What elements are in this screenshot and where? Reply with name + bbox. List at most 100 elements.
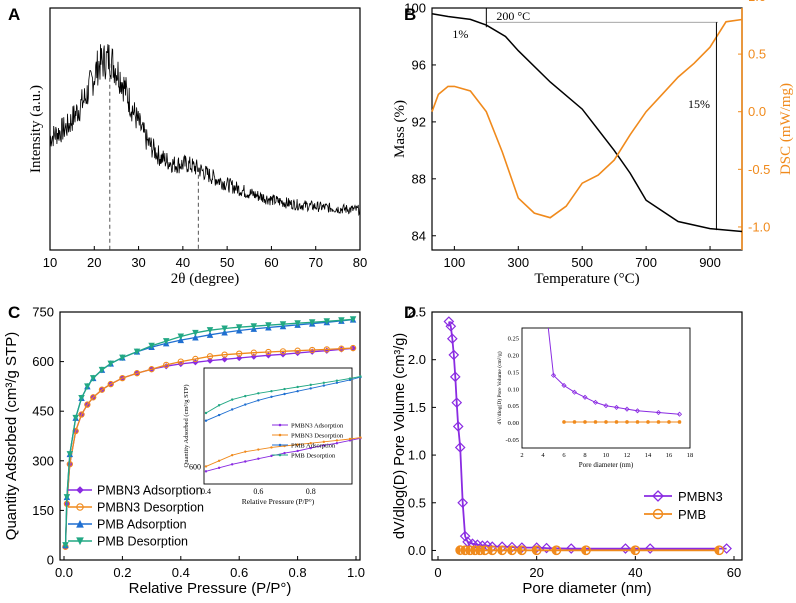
isotherm-point [349, 344, 357, 352]
inset-d-y-tick-label: 0.05 [508, 403, 519, 410]
legend-d-marker [652, 508, 664, 520]
panel-a-x-tick-label: 40 [176, 255, 190, 270]
inset-c-point [244, 403, 247, 406]
inset-c-point [359, 375, 362, 378]
pmbn3-point [541, 542, 552, 554]
legend-d-marker [652, 490, 664, 502]
inset-d-pmbn3-line [547, 327, 680, 415]
panel-d-x-tick-label: 60 [727, 565, 741, 580]
inset-c-legend-label: PMBN3 Adsorption [291, 423, 344, 430]
inset-c-point [348, 437, 352, 441]
inset-c-point [322, 440, 326, 444]
panel-c-y-tick-label: 150 [32, 503, 54, 518]
inset-c-point [270, 446, 273, 449]
pmb-point-fill [460, 546, 466, 555]
legend-d-label: PMBN3 [678, 489, 723, 504]
inset-c-point [244, 394, 247, 398]
isotherm-point [294, 347, 301, 354]
isotherm-point [76, 503, 84, 511]
inset-c-point [322, 444, 326, 447]
inset-c-xlabel: Relative Pressure (P/P°) [242, 497, 315, 506]
isotherm-point [107, 360, 114, 368]
panel-d-x-tick-label: 40 [628, 565, 642, 580]
inset-c-x-tick-label: 0.6 [253, 487, 263, 496]
panel-letter-d: D [404, 303, 416, 322]
pmbn3-point [644, 543, 656, 554]
panel-b-ylabel: Mass (%) [392, 100, 408, 158]
panel-b-x-tick-label: 100 [444, 255, 466, 270]
panel-b-x-tick-label: 700 [635, 255, 657, 270]
pmbn3-point [448, 349, 460, 361]
isotherm-point [66, 451, 74, 458]
panel-c-x-tick-label: 0.2 [113, 565, 131, 580]
inset-c-y-tick-label: 600 [189, 462, 201, 471]
inset-c-point [335, 439, 339, 442]
inset-c-legend-marker [278, 433, 282, 437]
inset-c-legend-marker [278, 453, 282, 457]
isotherm-point [72, 414, 79, 422]
inset-c-point [257, 448, 260, 451]
inset-d-y-tick-label: 0.00 [508, 420, 519, 427]
mass-curve [431, 12, 743, 233]
panel-d-y-tick-label: 0.5 [408, 495, 426, 510]
inset-d-pmb-point [625, 420, 629, 424]
inset-c-frame [203, 367, 353, 485]
panel-b-y-tick-label: 96 [412, 57, 426, 72]
panel-c-frame [59, 311, 361, 561]
isotherm-point [90, 394, 97, 401]
panel-c-x-tick-label: 0.4 [172, 565, 190, 580]
panel-d-y-tick-label: 0.0 [408, 543, 426, 558]
inset-d-xlabel: Pore diameter (nm) [579, 461, 634, 469]
inset-d-pmbn3-point [634, 408, 641, 414]
isotherm-point [338, 317, 345, 324]
isotherm-point [76, 486, 84, 494]
inset-c-point [244, 460, 247, 463]
inset-c-point [296, 390, 299, 393]
annotation-1pct: 1% [452, 27, 468, 41]
panel-c-y-tick-label: 750 [32, 305, 54, 320]
panel-a-x-tick-label: 20 [87, 255, 101, 270]
inset-c-point [309, 446, 312, 450]
inset-d-pmb-point [583, 420, 587, 424]
inset-c-legend-marker [278, 423, 282, 427]
isotherm-point [133, 370, 141, 377]
panel-a-ylabel: Intensity (a.u.) [28, 85, 44, 173]
panel-d-xlabel: Pore diameter (nm) [522, 580, 651, 597]
inset-d-pmbn3-point [550, 372, 557, 378]
inset-c-point [283, 387, 286, 391]
isotherm-point [177, 358, 184, 365]
legend-label: PMBN3 Desorption [97, 501, 204, 515]
isotherm-point [148, 342, 155, 350]
panel-a-x-tick-label: 50 [220, 255, 234, 270]
inset-c-point [296, 443, 299, 446]
inset-d-pmb-point [656, 420, 661, 424]
pmb-point-fill [507, 546, 512, 555]
inset-d-pmbn3-point [624, 406, 630, 412]
isotherm-point [177, 333, 185, 340]
inset-c-point [217, 404, 221, 407]
inset-c-point [230, 408, 234, 411]
panel-b-x-tick-label: 500 [571, 255, 593, 270]
inset-c-point [257, 392, 260, 395]
panel-a-x-tick-label: 80 [353, 255, 367, 270]
panel-a-frame [49, 7, 361, 251]
inset-c-legend-label: PMB Desorption [291, 453, 336, 460]
pmb-point-fill [488, 546, 493, 555]
legend-label: PMB Adsorption [97, 518, 187, 532]
inset-d-x-tick-label: 2 [520, 452, 523, 459]
inset-c-point [257, 399, 260, 402]
isotherm-point [250, 349, 257, 356]
isotherm-point [279, 321, 287, 328]
isotherm-point [78, 411, 85, 418]
isotherm-point [84, 383, 91, 390]
isotherm-point [323, 346, 330, 353]
inset-d-pmb-point [677, 420, 682, 424]
inset-d-x-tick-label: 16 [666, 452, 673, 459]
panel-b-frame [431, 7, 743, 251]
isotherm-point [148, 366, 155, 373]
isotherm-point [221, 325, 228, 333]
pmbn3-point [446, 333, 458, 345]
panel-b-x-tick-label: 900 [699, 255, 721, 270]
